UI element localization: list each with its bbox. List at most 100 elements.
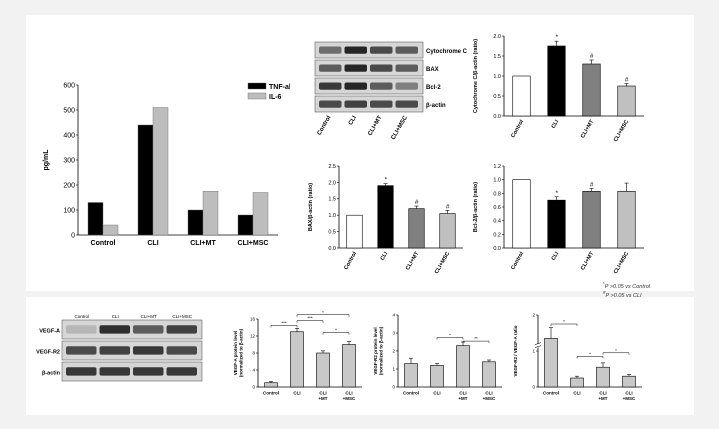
- x-tick-label: +MT: [458, 396, 467, 401]
- bar: [237, 214, 254, 236]
- blot-band: [319, 82, 342, 90]
- blot-band: [344, 64, 367, 72]
- x-tick-label: Control: [543, 391, 559, 396]
- y-tick-label: 8: [252, 351, 255, 356]
- y-tick-label: 0.2: [493, 232, 501, 238]
- y-tick-label: 4: [252, 368, 255, 373]
- bar: [408, 208, 425, 249]
- significance-mark: *: [384, 177, 387, 184]
- x-tick-label: CLI+MT: [190, 240, 216, 247]
- blot-row-label: Cytochrome C: [426, 49, 468, 55]
- y-tick-label: 2.0: [493, 34, 501, 40]
- blot-band: [370, 82, 393, 90]
- x-tick-label: Control: [510, 119, 525, 139]
- bracket-label: ***: [307, 316, 313, 321]
- significance-bracket: [296, 320, 324, 323]
- y-tick-label: 1.0: [328, 213, 336, 219]
- bax-bar-chart: 0.0 0.5 1.0 1.5 2.0 2.5 BAX/β-actin (ratio) * # #…: [308, 164, 463, 275]
- legend-swatch: [247, 92, 267, 100]
- blot-lane-label: Control: [317, 115, 333, 137]
- bar: [544, 338, 558, 388]
- significance-bracket: [296, 314, 350, 317]
- x-tick-label: Control: [510, 251, 525, 271]
- blot-band: [166, 367, 197, 376]
- x-tick-label: CLI: [599, 391, 606, 396]
- x-tick-label: CLI+MSC: [238, 240, 269, 247]
- y-tick-label: 4: [392, 313, 395, 318]
- blot-band: [395, 82, 418, 90]
- blot-row-label: VEGF-R2: [36, 350, 60, 356]
- x-tick-label: CLI+MT: [580, 118, 596, 139]
- x-tick-label: CLI+MSC: [613, 251, 630, 275]
- y-tick-label: 2: [532, 313, 535, 318]
- y-tick-label: 0.0: [493, 246, 501, 252]
- axis-break-mark: [534, 345, 542, 348]
- bar: [264, 382, 278, 388]
- bar: [439, 213, 456, 249]
- axis-break-mark: [534, 342, 542, 345]
- x-tick-label: +MSC: [623, 396, 636, 401]
- bar: [582, 63, 601, 117]
- bar: [547, 45, 566, 117]
- y-tick-label: 200: [63, 182, 75, 189]
- bar: [430, 365, 444, 388]
- footnote-symbol-2: #: [603, 290, 606, 296]
- y-axis-label: VEGF-R2 protein level: [373, 327, 378, 374]
- blot-row: [314, 59, 424, 77]
- bar: [570, 377, 584, 388]
- significance-mark: #: [446, 203, 450, 210]
- blot-band: [99, 325, 130, 334]
- blot-lane-label: CLI+MT: [141, 314, 157, 319]
- blot-row: [61, 340, 203, 361]
- x-tick-label: CLI: [485, 391, 492, 396]
- bracket-label: *: [322, 310, 324, 315]
- y-tick-label: 0.6: [493, 205, 501, 211]
- x-tick-label: CLI+MT: [405, 250, 421, 271]
- blot-band: [133, 367, 164, 376]
- y-tick-label: 3: [392, 331, 395, 336]
- x-tick-label: CLI+MT: [580, 250, 596, 271]
- y-axis-label: (normalized to β-actin): [239, 328, 244, 377]
- blot-band: [133, 325, 164, 334]
- x-tick-label: +MSC: [343, 396, 356, 401]
- y-axis-label: VEGF-R2 / VEGF-A ratio: [513, 325, 518, 376]
- blot-band: [395, 64, 418, 72]
- x-tick-label: CLI: [551, 119, 561, 130]
- footnote: *P >0.05 vs Control #P >0.05 vs CLI: [603, 281, 650, 300]
- y-tick-label: 12: [250, 334, 256, 339]
- x-tick-label: CLI: [147, 240, 158, 247]
- blot-band: [66, 367, 97, 376]
- y-tick-label: 400: [63, 132, 75, 139]
- y-tick-label: 0.5: [493, 94, 501, 100]
- y-tick-label: 0.0: [328, 246, 336, 252]
- footnote-line-2: P >0.05 vs CLI: [605, 293, 642, 300]
- y-tick-label: 1.5: [328, 197, 336, 203]
- y-tick-label: 0.5: [328, 230, 336, 236]
- x-tick-label: Control: [263, 391, 279, 396]
- bar: [617, 85, 636, 117]
- y-axis-label: Cytochrome C/β-actin (ratio): [473, 39, 479, 113]
- y-axis-label: VEGF-A protein level: [233, 331, 238, 376]
- y-tick-label: 2.5: [328, 164, 336, 170]
- blot-band: [319, 46, 342, 54]
- y-tick-label: 1: [392, 367, 395, 372]
- blot-band: [370, 100, 393, 108]
- y-tick-label: 0: [392, 385, 395, 390]
- x-tick-label: CLI: [293, 391, 300, 396]
- bar: [456, 345, 470, 388]
- significance-bracket: [436, 337, 464, 340]
- y-tick-label: 500: [63, 107, 75, 114]
- vegf-ratio-bar-chart: 0 1 2 VEGF-R2 / VEGF-A ratio * * * Control CLI CL…: [513, 313, 642, 401]
- bar: [547, 199, 566, 249]
- y-tick-label: 100: [63, 207, 75, 214]
- x-tick-label: CLI: [573, 391, 580, 396]
- x-tick-label: CLI: [459, 391, 466, 396]
- blot-band: [166, 325, 197, 334]
- bar: [152, 107, 169, 236]
- x-tick-label: CLI: [433, 391, 440, 396]
- blot-row-label: VEGF-A: [39, 329, 60, 335]
- bar: [622, 375, 636, 388]
- legend-swatch: [247, 82, 267, 90]
- significance-mark: #: [590, 53, 594, 60]
